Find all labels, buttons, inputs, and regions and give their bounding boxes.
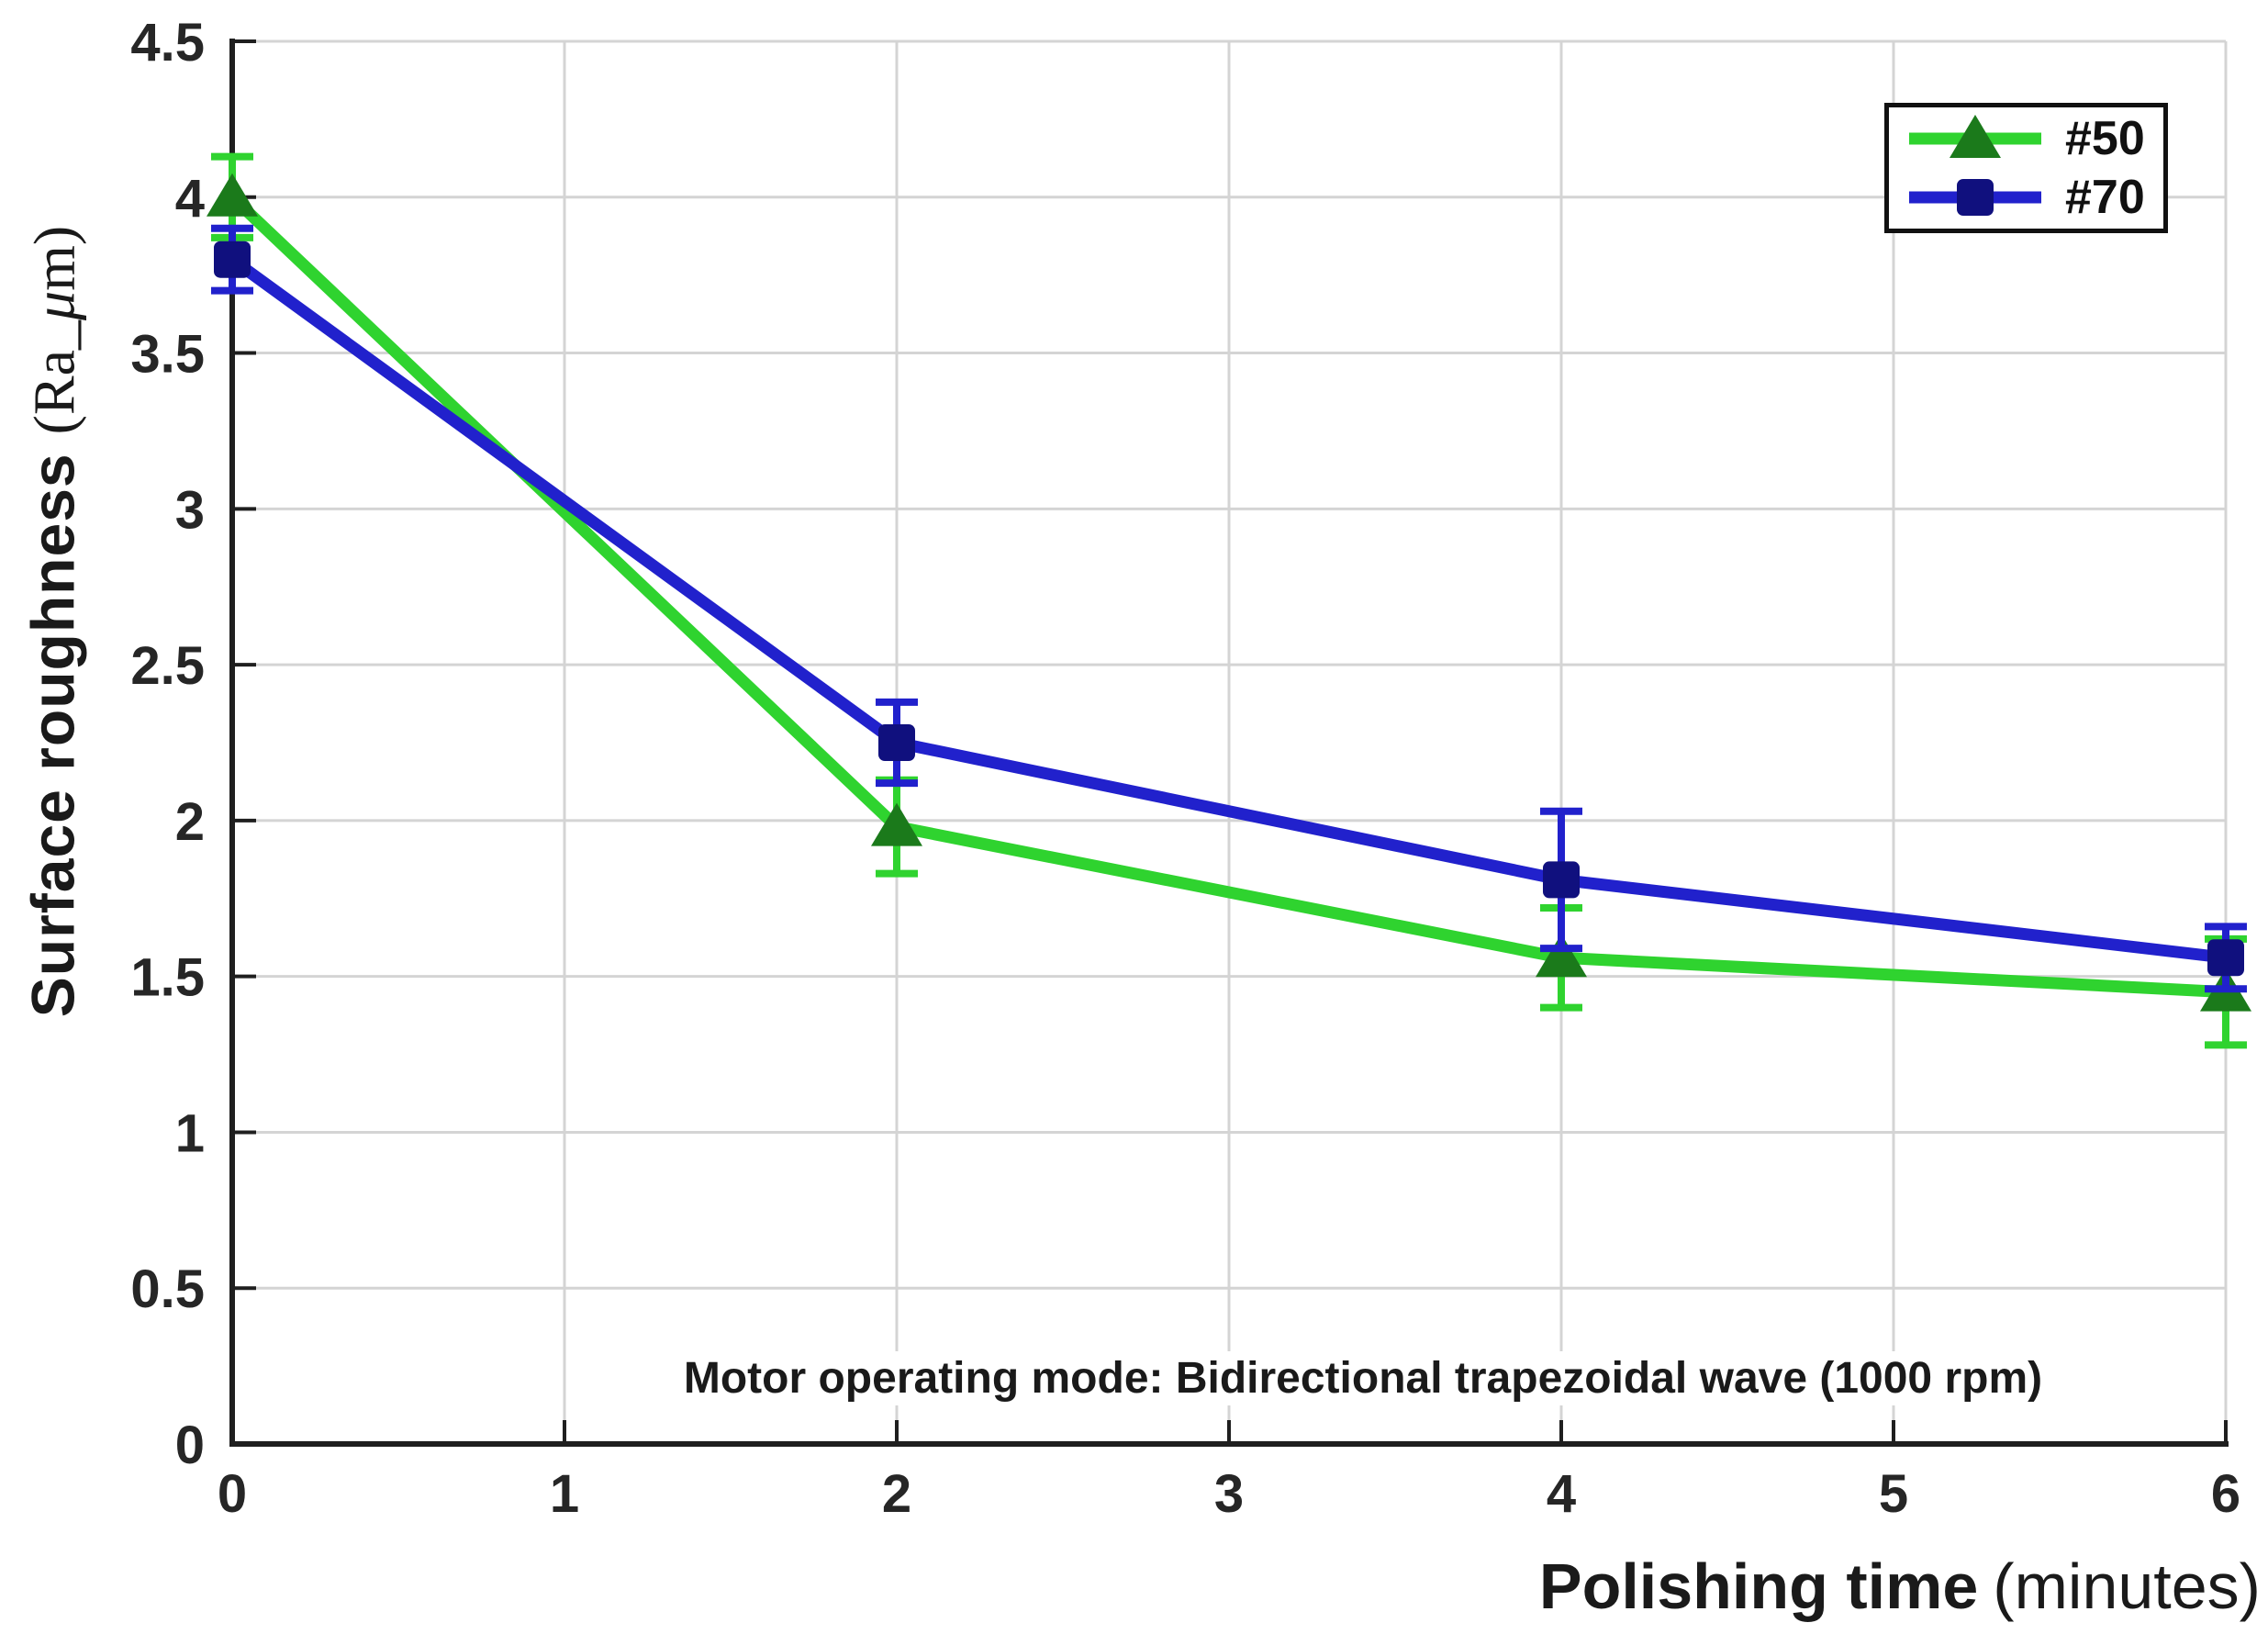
x-tick-label: 4 (1547, 1464, 1576, 1524)
legend-label-50: #50 (2065, 111, 2145, 165)
x-tick-label: 2 (882, 1464, 911, 1524)
legend-sample-50 (1909, 114, 2041, 158)
y-tick-label: 2.5 (130, 636, 205, 696)
legend-label-70: #70 (2065, 171, 2145, 225)
annotation-text: Motor operating mode: Bidirectional trap… (670, 1351, 2056, 1405)
legend-item-70: #70 (1889, 169, 2163, 226)
tick-labels: 0 1 2 3 4 5 6 0 0.5 1 1.5 2 2.5 3 3.5 4 4.5 (130, 13, 2240, 1524)
y-tick-label: 2 (175, 792, 205, 852)
x-tick-label: 3 (1214, 1464, 1244, 1524)
legend: #50 #70 (1884, 103, 2168, 233)
y-tick-label: 1 (175, 1103, 205, 1163)
y-tick-label: 0.5 (130, 1259, 205, 1319)
y-axis-label-main: Surface roughness (18, 453, 87, 1018)
x-axis-label: Polishing time (minutes) (1539, 1550, 2261, 1623)
y-tick-label: 0 (175, 1416, 205, 1475)
y-axis-label-unit: (Ra_μm) (21, 225, 87, 435)
y-tick-label: 4.5 (130, 13, 205, 73)
x-tick-label: 0 (218, 1464, 247, 1524)
x-axis-label-main: Polishing time (1538, 1550, 1979, 1622)
x-tick-label: 6 (2211, 1464, 2240, 1524)
gridlines (232, 39, 2228, 1444)
series-70 (211, 224, 2247, 993)
x-tick-label: 1 (550, 1464, 579, 1524)
y-axis-label: Surface roughness (Ra_μm) (18, 226, 89, 1017)
legend-sample-70 (1909, 179, 2041, 217)
y-tick-label: 4 (175, 169, 205, 229)
y-tick-label: 3.5 (130, 325, 205, 385)
x-tick-label: 5 (1879, 1464, 1908, 1524)
legend-item-50: #50 (1889, 110, 2163, 167)
y-tick-label: 1.5 (130, 948, 205, 1008)
y-tick-label: 3 (175, 480, 205, 540)
x-axis-label-unit: (minutes) (1993, 1550, 2261, 1622)
annotation: Motor operating mode: Bidirectional trap… (445, 1351, 2268, 1405)
